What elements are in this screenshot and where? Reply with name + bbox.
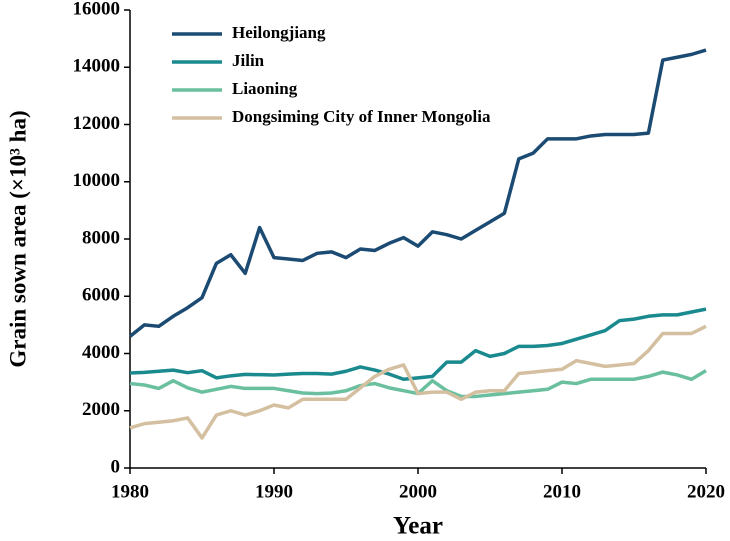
y-tick-label: 2000 — [82, 399, 120, 420]
x-tick-label: 2020 — [687, 481, 725, 502]
series-line — [129, 324, 707, 440]
x-tick-label: 1980 — [111, 481, 149, 502]
y-tick-label: 12000 — [73, 113, 121, 134]
y-tick-label: 6000 — [82, 285, 120, 306]
x-tick-label: 2010 — [543, 481, 581, 502]
y-tick-label: 14000 — [73, 56, 121, 77]
y-tick-label: 8000 — [82, 227, 120, 248]
series-line — [129, 307, 707, 382]
x-axis-label: Year — [393, 513, 443, 540]
y-tick-label: 10000 — [73, 170, 121, 191]
y-tick-label: 4000 — [82, 342, 120, 363]
series-line — [128, 48, 707, 338]
x-tick-label: 2000 — [399, 481, 437, 502]
x-tick-label: 1990 — [255, 481, 293, 502]
y-axis-label: Grain sown area (×10³ ha) — [5, 110, 30, 367]
legend-label: Jilin — [232, 51, 265, 70]
y-tick-label: 0 — [111, 456, 121, 477]
y-tick-label: 16000 — [73, 0, 121, 19]
legend-label: Dongsiming City of Inner Mongolia — [232, 107, 491, 126]
legend-label: Heilongjiang — [232, 23, 326, 42]
legend-label: Liaoning — [232, 79, 298, 98]
